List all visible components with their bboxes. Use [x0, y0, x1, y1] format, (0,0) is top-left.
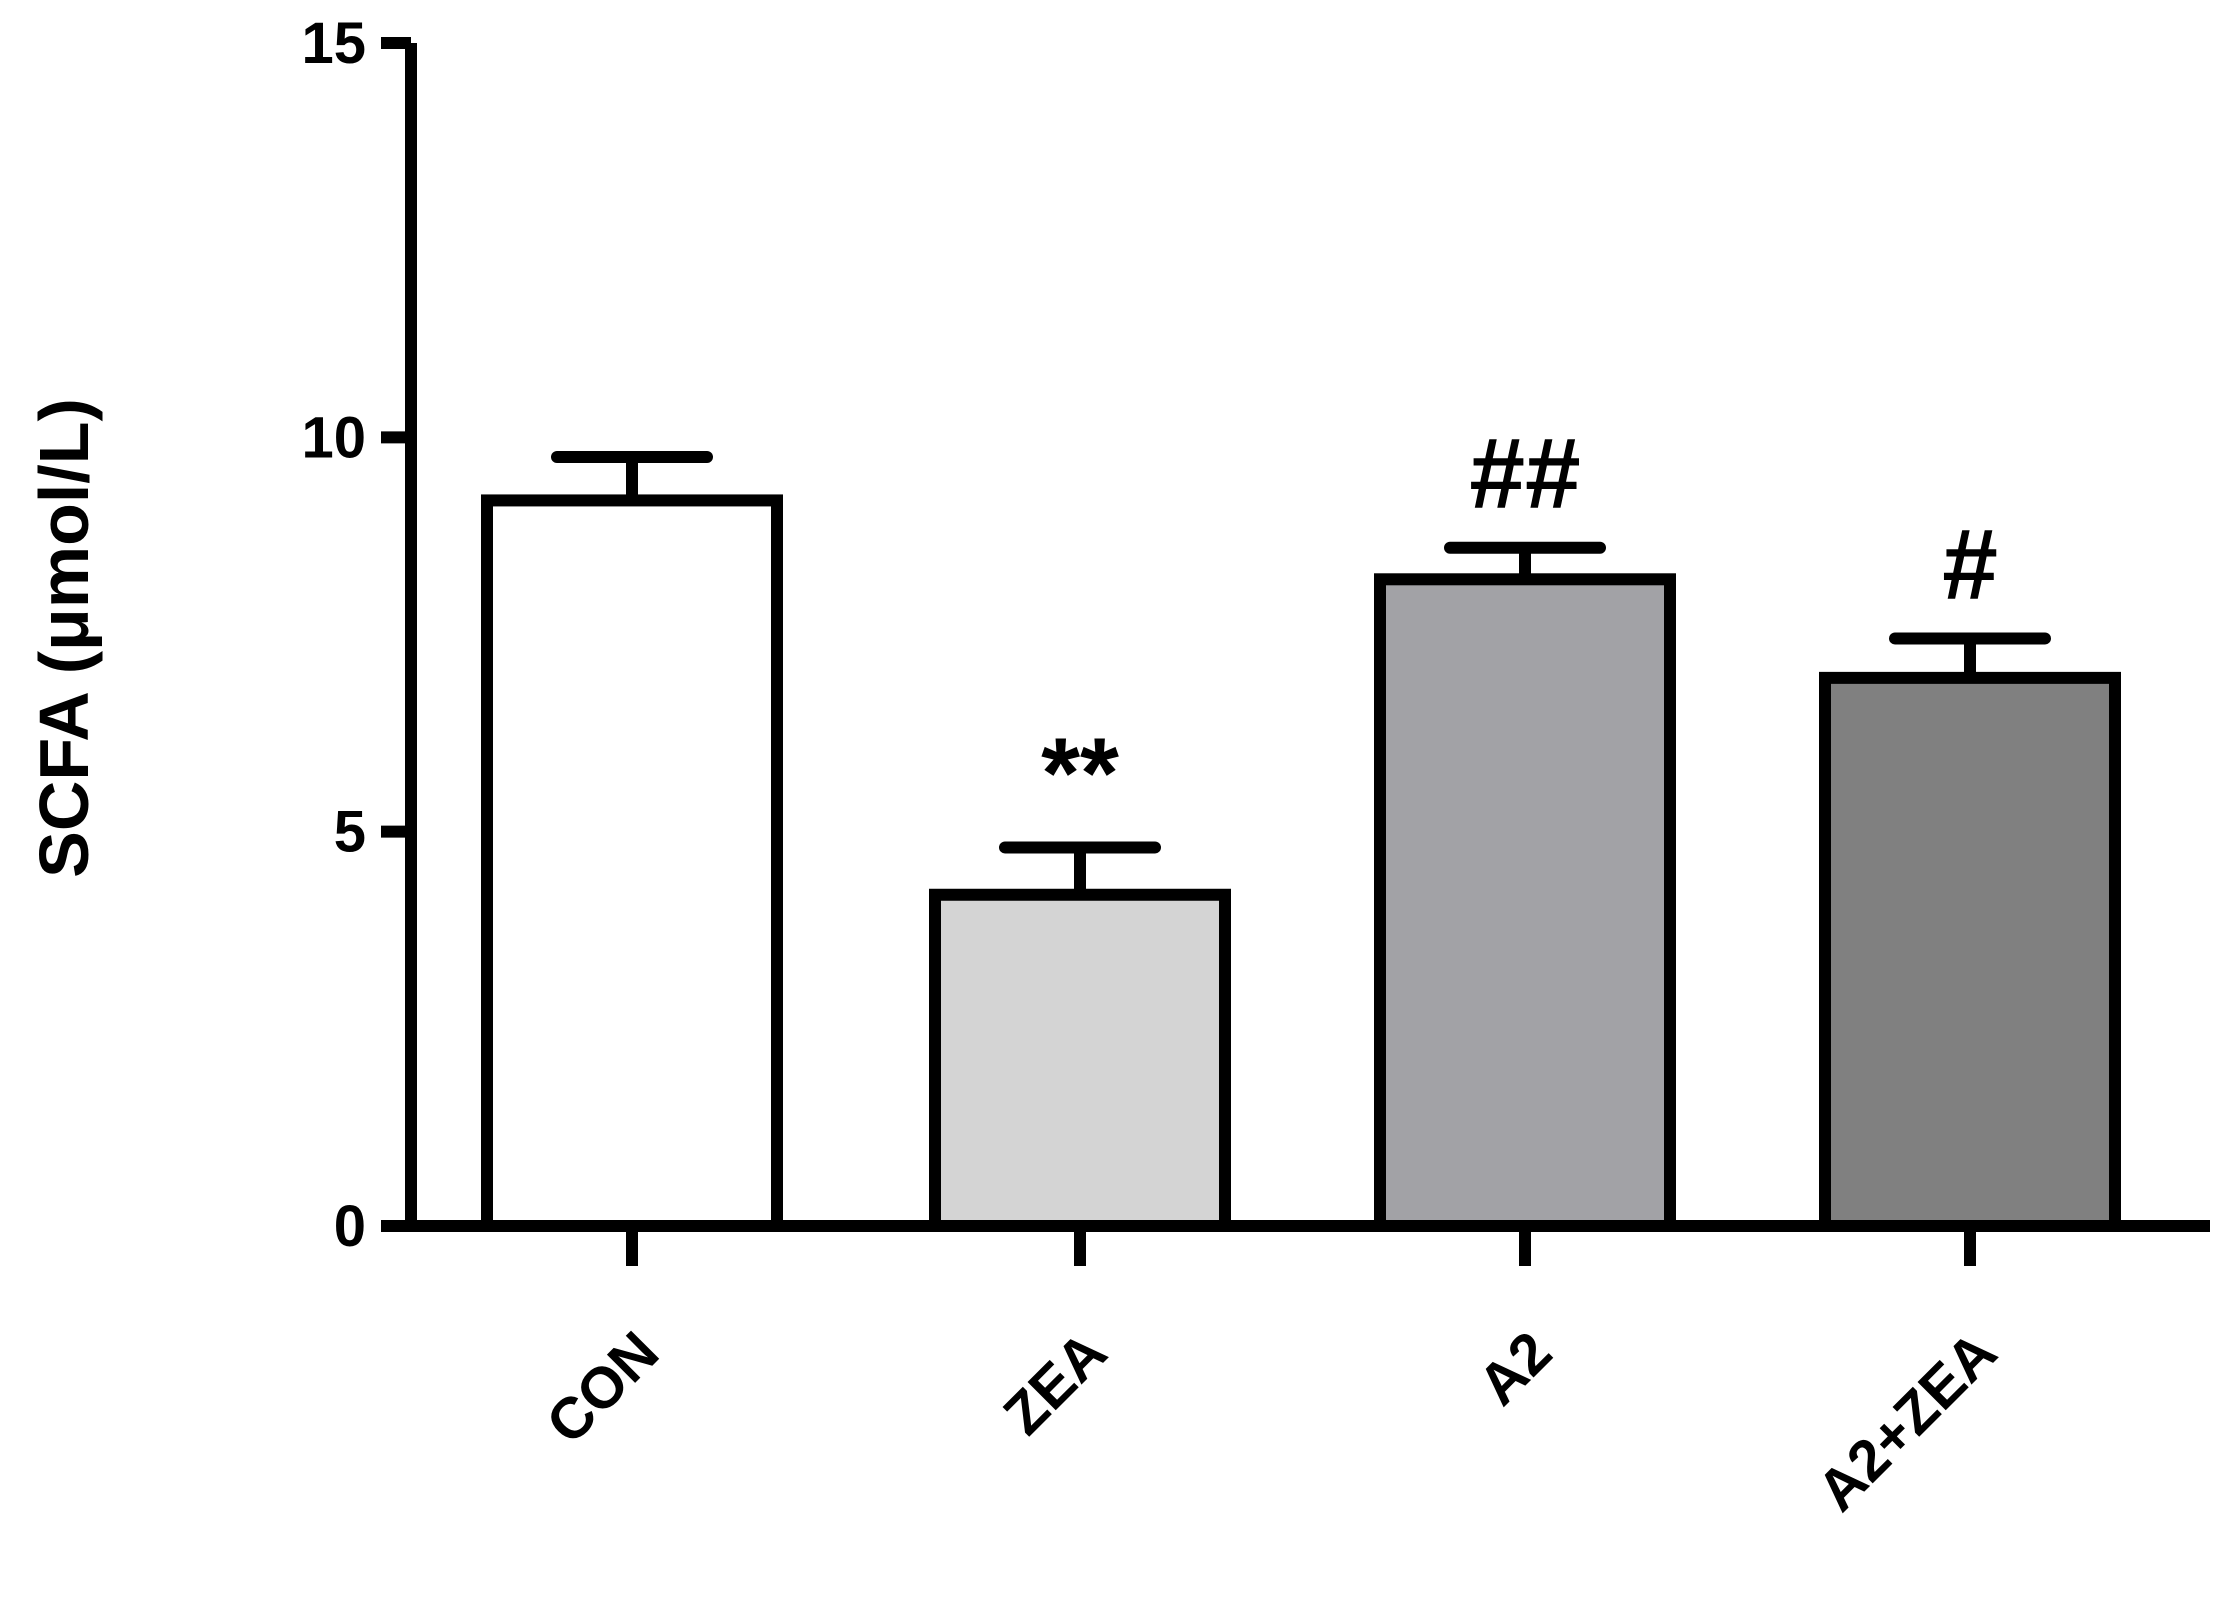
y-tick-label: 10	[301, 405, 366, 470]
y-tick-label: 15	[301, 11, 366, 76]
plot-area: CON ** ZEA ## A2 # A2+ZEA 0 5 10 15	[301, 11, 2210, 1524]
significance-label: #	[1942, 508, 1998, 620]
y-tick-label: 0	[334, 1194, 366, 1259]
significance-label: ##	[1469, 418, 1580, 530]
bar-a2-zea	[1819, 671, 2121, 1232]
y-tick-label: 5	[334, 800, 366, 865]
x-tick-label: A2	[1466, 1319, 1564, 1417]
significance-label: **	[1041, 717, 1119, 829]
x-tick-label: A2+ZEA	[1805, 1319, 2009, 1523]
bar-zea	[929, 888, 1231, 1232]
x-tick-label: CON	[534, 1319, 671, 1456]
y-axis-title: SCFA (μmol/L)	[25, 398, 103, 878]
x-tick-label: ZEA	[991, 1319, 1119, 1447]
bar-a2	[1374, 573, 1676, 1232]
bar-con	[481, 494, 783, 1232]
